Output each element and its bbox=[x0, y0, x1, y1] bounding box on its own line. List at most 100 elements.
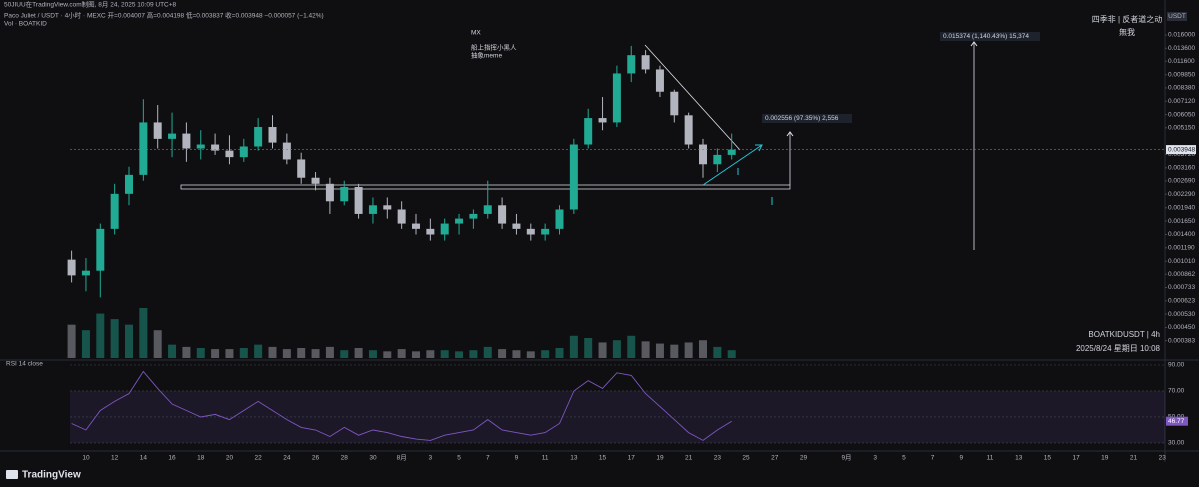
volume-bar bbox=[555, 348, 564, 358]
x-tick-label: 5 bbox=[457, 455, 461, 462]
annotation: 抽象meme bbox=[471, 51, 502, 60]
y-tick-label: 0.007120 bbox=[1168, 98, 1195, 105]
candle-body bbox=[110, 193, 119, 229]
y-tick-label: 0.002290 bbox=[1168, 191, 1195, 198]
x-tick-label: 20 bbox=[226, 455, 234, 462]
y-tick-label: 0.002690 bbox=[1168, 178, 1195, 185]
y-tick-label: 0.000530 bbox=[1168, 311, 1195, 318]
rsi-legend: RSI 14 close bbox=[6, 361, 43, 368]
y-tick-label: 0.001940 bbox=[1168, 205, 1195, 212]
volume-bar bbox=[641, 341, 650, 358]
annotation: 0.015374 (1,140.43%) 15,374 bbox=[943, 33, 1029, 40]
x-tick-label: 17 bbox=[628, 455, 636, 462]
volume-bar bbox=[225, 349, 234, 358]
candle-body bbox=[81, 270, 90, 276]
x-tick-label: 23 bbox=[714, 455, 722, 462]
candle-body bbox=[96, 228, 105, 271]
y-tick-label: 0.000733 bbox=[1168, 284, 1195, 291]
candle-body bbox=[139, 122, 148, 175]
x-tick-label: 27 bbox=[771, 455, 779, 462]
x-tick-label: 9月 bbox=[841, 454, 851, 462]
candle-body bbox=[225, 150, 234, 158]
volume-bar bbox=[627, 335, 636, 358]
candle-body bbox=[426, 228, 435, 235]
volume-bar bbox=[96, 313, 105, 358]
x-tick-label: 18 bbox=[197, 455, 205, 462]
volume-bar bbox=[81, 330, 90, 358]
y-tick-label: 0.001400 bbox=[1168, 231, 1195, 238]
x-tick-label: 19 bbox=[1101, 455, 1109, 462]
rsi-value-box bbox=[1166, 416, 1188, 426]
volume-bar bbox=[125, 324, 133, 358]
y-tick-label: 30.00 bbox=[1168, 440, 1185, 447]
candle-body bbox=[699, 144, 707, 165]
trend-line bbox=[644, 44, 741, 151]
candle-body bbox=[397, 209, 406, 224]
x-tick-label: 25 bbox=[742, 455, 750, 462]
candle-body bbox=[368, 205, 377, 214]
volume-bar bbox=[469, 350, 478, 358]
candle-body bbox=[383, 205, 392, 210]
y-tick-label: 70.00 bbox=[1168, 388, 1185, 395]
y-tick-label: 0.000862 bbox=[1168, 271, 1195, 278]
candle-body bbox=[641, 55, 650, 70]
volume-bar bbox=[569, 335, 578, 358]
x-tick-label: 29 bbox=[800, 455, 808, 462]
volume-bar bbox=[168, 344, 177, 358]
candle-body bbox=[555, 209, 564, 229]
candle-body bbox=[670, 91, 679, 116]
logo-icon bbox=[6, 470, 18, 479]
volume-bar bbox=[254, 344, 263, 358]
x-tick-label: 14 bbox=[140, 455, 148, 462]
candle-body bbox=[713, 154, 722, 165]
volume-bar bbox=[526, 351, 535, 358]
x-tick-label: 16 bbox=[168, 455, 176, 462]
annotation: BOATKIDUSDT | 4h bbox=[1088, 330, 1160, 339]
arrow-head bbox=[786, 131, 794, 137]
currency: USDT bbox=[1168, 13, 1186, 20]
legend: Vol · BOATKID bbox=[4, 21, 47, 28]
x-tick-label: 7 bbox=[931, 455, 935, 462]
candle-body bbox=[512, 223, 521, 229]
volume-bar bbox=[727, 350, 736, 358]
x-tick-label: 3 bbox=[873, 455, 877, 462]
volume-bar bbox=[397, 349, 406, 358]
candle-body bbox=[627, 55, 636, 74]
x-tick-label: 11 bbox=[542, 455, 549, 462]
y-tick-label: 0.009850 bbox=[1168, 71, 1195, 78]
y-tick-label: 0.001650 bbox=[1168, 218, 1195, 225]
candle-body bbox=[196, 144, 205, 149]
support-zone bbox=[180, 184, 791, 190]
volume-bar bbox=[196, 348, 205, 358]
volume-bar bbox=[67, 324, 76, 358]
volume-bar bbox=[110, 319, 119, 358]
candle-body bbox=[412, 223, 420, 229]
y-tick-label: 0.016000 bbox=[1168, 32, 1195, 39]
annotation: 0.002556 (97.35%) 2,556 bbox=[765, 115, 839, 122]
candle-body bbox=[612, 73, 621, 123]
x-tick-label: 5 bbox=[902, 455, 906, 462]
candle-body bbox=[727, 149, 736, 155]
volume-bar bbox=[139, 308, 148, 358]
y-tick-label: 0.000450 bbox=[1168, 324, 1195, 331]
volume-bar bbox=[713, 346, 722, 358]
volume-bar bbox=[584, 338, 593, 358]
volume-bar bbox=[311, 349, 320, 358]
volume-bar bbox=[512, 350, 521, 358]
arrow-head bbox=[755, 144, 763, 152]
volume-bar bbox=[440, 350, 449, 358]
price-label-box bbox=[1166, 145, 1196, 155]
candle-body bbox=[268, 127, 277, 143]
candle-body bbox=[239, 146, 248, 158]
volume-bar bbox=[498, 349, 507, 358]
candle-body bbox=[569, 144, 578, 210]
x-tick-label: 12 bbox=[111, 455, 119, 462]
volume-bar bbox=[655, 343, 664, 358]
volume-bar bbox=[153, 330, 162, 358]
x-tick-label: 23 bbox=[1159, 455, 1167, 462]
x-tick-label: 15 bbox=[599, 455, 607, 462]
candle-body bbox=[311, 177, 320, 184]
x-tick-label: 24 bbox=[283, 455, 291, 462]
